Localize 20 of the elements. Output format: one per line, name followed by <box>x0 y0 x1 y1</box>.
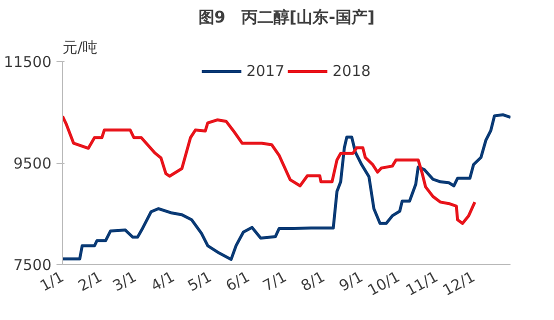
chart-title: 图9 丙二醇[山东-国产] <box>198 8 375 26</box>
x-tick-label: 6/1 <box>222 268 253 295</box>
y-tick-label: 7500 <box>13 256 52 274</box>
legend-label: 2018 <box>332 62 371 80</box>
line-series <box>62 113 510 261</box>
legend-label: 2017 <box>246 62 284 80</box>
x-tick-label: 2/1 <box>75 268 105 295</box>
x-tick-label: 10/1 <box>364 268 403 300</box>
x-tick-label: 5/1 <box>184 268 215 295</box>
x-tick-label: 4/1 <box>148 268 178 295</box>
y-axis-title: 元/吨 <box>62 38 98 56</box>
x-tick-label: 3/1 <box>110 268 140 295</box>
x-tick-label: 7/1 <box>260 268 290 295</box>
y-tick-label: 9500 <box>13 154 52 172</box>
x-tick-label: 11/1 <box>402 268 441 300</box>
x-tick-label: 8/1 <box>298 268 328 295</box>
line-series <box>62 114 476 225</box>
y-tick-label: 11500 <box>4 53 52 71</box>
x-tick-label: 9/1 <box>336 268 366 295</box>
x-tick-label: 12/1 <box>440 268 478 300</box>
